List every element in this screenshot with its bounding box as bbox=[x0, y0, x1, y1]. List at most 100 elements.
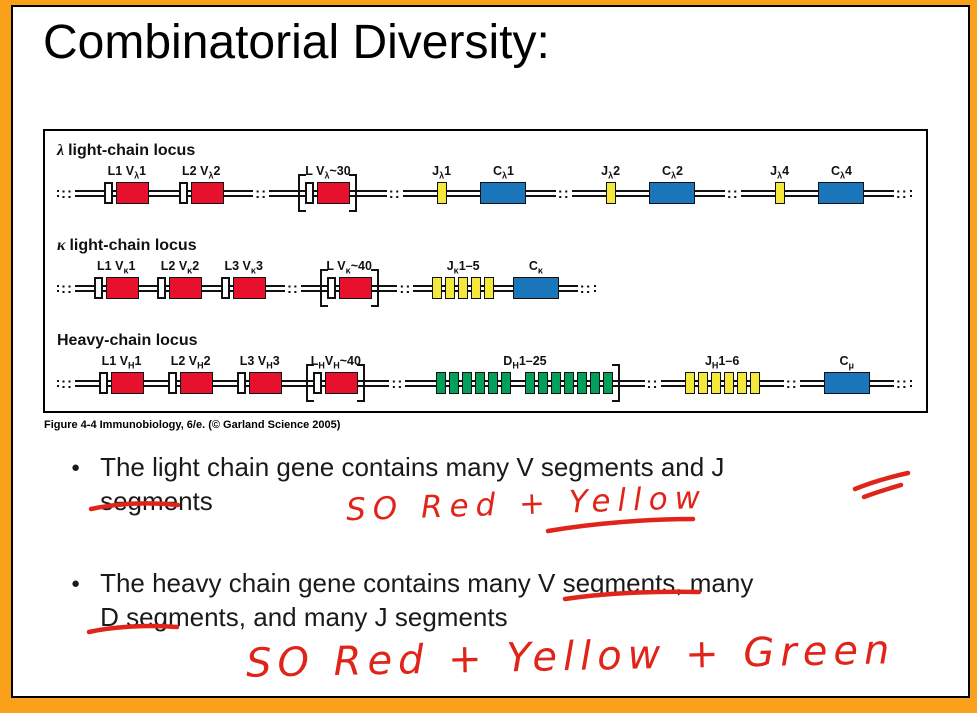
gene-label: L1 Vλ1 bbox=[107, 164, 147, 181]
v-segment bbox=[105, 277, 139, 299]
gene-body bbox=[221, 277, 267, 299]
locus-track: :: L1 Vλ1 L2 Vλ2:: L Vλ~30:: Jλ1 Cλ1:: Jλ2 Cλ2:… bbox=[57, 163, 912, 213]
gene-body bbox=[99, 372, 145, 394]
gene-body bbox=[605, 182, 616, 204]
gene-body bbox=[429, 364, 621, 402]
j-segment bbox=[445, 277, 456, 299]
locus: λ light-chain locus:: L1 Vλ1 L2 Vλ2:: L Vλ~3… bbox=[57, 141, 912, 213]
c-segment bbox=[649, 182, 696, 204]
gene-segment-group: L1 Vλ1 bbox=[104, 163, 150, 204]
gene-segment-group: L Vλ~30 bbox=[298, 163, 358, 212]
j-segment bbox=[484, 277, 495, 299]
d-segment bbox=[525, 372, 536, 394]
gene-body bbox=[649, 182, 696, 204]
bullet-list: ● The light chain gene contains many V s… bbox=[71, 450, 931, 682]
locus: κ light-chain locus:: L1 Vκ1 L2 Vκ2 L3 Vκ3::… bbox=[57, 236, 912, 308]
gene-segment-group: Cλ4 bbox=[818, 163, 865, 204]
leader-segment bbox=[168, 372, 178, 394]
gene-segment-group: L1 Vκ1 bbox=[93, 258, 139, 299]
d-segment bbox=[551, 372, 562, 394]
gene-segment-group: LHVH~40 bbox=[306, 353, 366, 402]
c-segment bbox=[818, 182, 865, 204]
gene-label: L2 Vλ2 bbox=[182, 164, 221, 181]
gene-label: L2 VH2 bbox=[170, 354, 211, 371]
gene-segment-group: L3 Vκ3 bbox=[221, 258, 267, 299]
gene-label: Jλ1 bbox=[432, 164, 452, 181]
v-segment bbox=[338, 277, 372, 299]
gene-label: L1 Vκ1 bbox=[97, 259, 136, 276]
v-segment bbox=[325, 372, 359, 394]
locus-track: :: L1 Vκ1 L2 Vκ2 L3 Vκ3:: L Vκ~40:: Jκ1–5 Cκ:: bbox=[57, 258, 596, 308]
j-segment bbox=[605, 182, 616, 204]
gene-segment-group: Jλ2 bbox=[601, 163, 620, 204]
gene-label: Jλ2 bbox=[601, 164, 621, 181]
line-break-dots: :: bbox=[893, 163, 910, 204]
line-break-dots: :: bbox=[284, 258, 301, 299]
d-segment bbox=[488, 372, 499, 394]
j-segment bbox=[749, 372, 760, 394]
leader-segment bbox=[313, 372, 323, 394]
line-break-dots: :: bbox=[59, 353, 75, 394]
j-segment bbox=[432, 277, 443, 299]
j-segment bbox=[710, 372, 721, 394]
line-break-dots: :: bbox=[893, 353, 910, 394]
v-segment bbox=[317, 182, 351, 204]
j-segment bbox=[458, 277, 469, 299]
line-break-dots: :: bbox=[253, 163, 270, 204]
c-segment bbox=[823, 372, 870, 394]
slide-title: Combinatorial Diversity: bbox=[43, 16, 550, 69]
figure-caption: Figure 4-4 Immunobiology, 6/e. (© Garlan… bbox=[44, 419, 341, 431]
v-segment bbox=[169, 277, 203, 299]
line-break-dots: :: bbox=[555, 163, 572, 204]
leader-segment bbox=[93, 277, 103, 299]
d-segment bbox=[577, 372, 588, 394]
d-segment bbox=[603, 372, 614, 394]
gene-body bbox=[93, 277, 139, 299]
gene-body bbox=[823, 372, 870, 394]
segment-gap bbox=[514, 372, 522, 394]
locus-items: :: L1 VH1 L2 VH2 L3 VH3 LHVH~40:: DH1–25:: JH1… bbox=[57, 353, 912, 402]
line-break-dots: :: bbox=[386, 163, 403, 204]
line-break-dots: :: bbox=[389, 353, 406, 394]
gene-label: Cλ4 bbox=[830, 164, 852, 181]
c-segment bbox=[512, 277, 559, 299]
gene-body bbox=[178, 182, 224, 204]
leader-segment bbox=[99, 372, 109, 394]
leader-segment bbox=[104, 182, 114, 204]
gene-segment-group: L Vκ~40 bbox=[319, 258, 379, 307]
gene-segment-group: Jλ1 bbox=[432, 163, 451, 204]
v-segment bbox=[249, 372, 283, 394]
d-segment bbox=[449, 372, 460, 394]
gene-label: LHVH~40 bbox=[310, 354, 361, 371]
gene-body bbox=[319, 269, 379, 307]
line-break-dots: :: bbox=[397, 258, 414, 299]
gene-body bbox=[168, 372, 214, 394]
gene-segment-group: Jλ4 bbox=[770, 163, 789, 204]
bullet-text: The heavy chain gene contains many V seg… bbox=[100, 566, 753, 634]
v-segment bbox=[233, 277, 267, 299]
gene-body bbox=[512, 277, 559, 299]
j-segment bbox=[436, 182, 447, 204]
gene-label: L1 VH1 bbox=[101, 354, 142, 371]
bullet-marker: ● bbox=[71, 459, 81, 476]
gene-body bbox=[684, 372, 760, 394]
line-break-dots: :: bbox=[644, 353, 661, 394]
gene-label: L3 Vκ3 bbox=[224, 259, 263, 276]
gene-label: L3 VH3 bbox=[239, 354, 280, 371]
bullet-marker: ● bbox=[71, 575, 81, 592]
leader-segment bbox=[221, 277, 231, 299]
j-segment bbox=[697, 372, 708, 394]
gene-label: JH1–6 bbox=[704, 354, 740, 371]
gene-label: Cλ2 bbox=[661, 164, 683, 181]
gene-body bbox=[432, 277, 495, 299]
gene-body bbox=[157, 277, 203, 299]
v-segment bbox=[190, 182, 224, 204]
d-segment bbox=[501, 372, 512, 394]
d-segment bbox=[590, 372, 601, 394]
gene-segment-group: Cκ bbox=[512, 258, 559, 299]
gene-body bbox=[436, 182, 447, 204]
gene-loci-figure: λ light-chain locus:: L1 Vλ1 L2 Vλ2:: L Vλ~3… bbox=[43, 129, 928, 413]
gene-label: DH1–25 bbox=[503, 354, 547, 371]
leader-segment bbox=[326, 277, 336, 299]
